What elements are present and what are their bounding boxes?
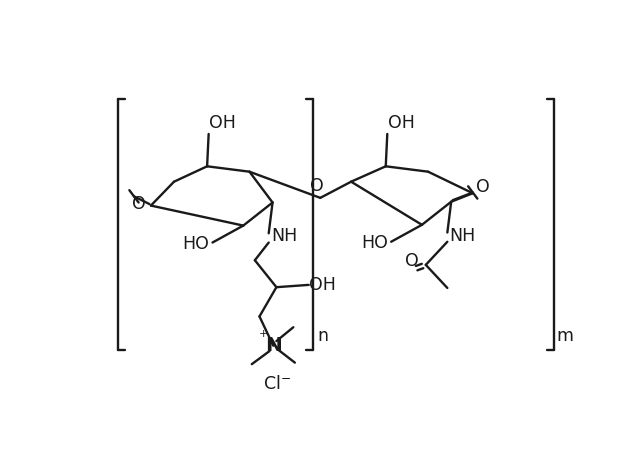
Text: OH: OH [388,114,415,132]
Text: O: O [405,252,419,270]
Text: O: O [476,178,490,196]
Text: O: O [132,195,146,213]
Text: HO: HO [361,234,388,252]
Text: NH: NH [271,227,297,245]
Text: O: O [310,177,323,195]
Text: OH: OH [309,276,336,294]
Text: $^+$: $^+$ [255,329,268,344]
Text: Cl$^{-}$: Cl$^{-}$ [263,375,291,393]
Text: OH: OH [209,114,236,132]
Text: HO: HO [182,235,209,253]
Text: NH: NH [450,227,476,245]
Text: N: N [265,336,282,355]
Text: m: m [556,327,573,345]
Text: n: n [317,327,328,345]
